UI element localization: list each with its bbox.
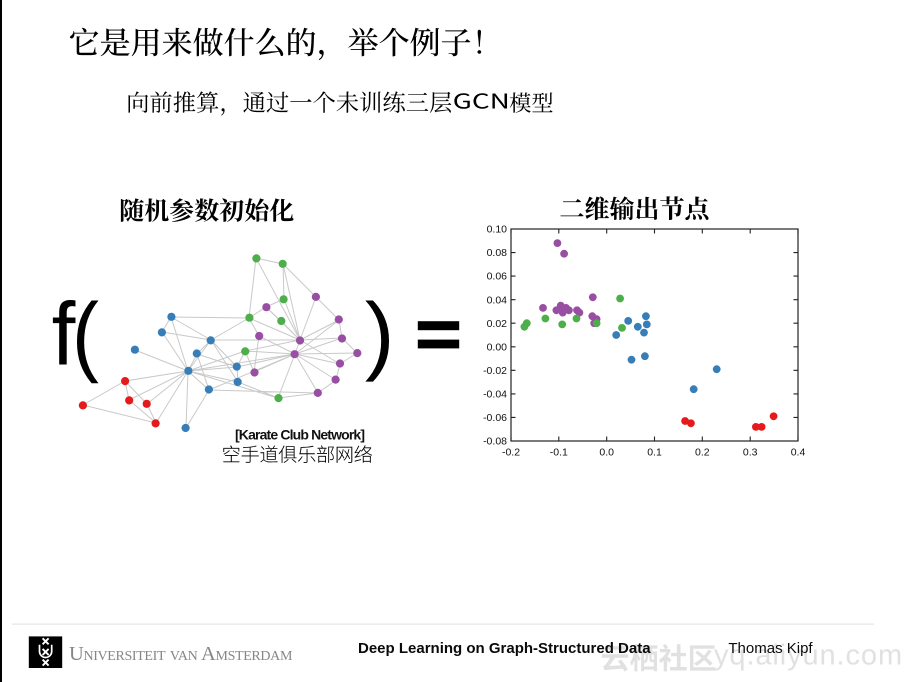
svg-text:-0.04: -0.04 (483, 389, 507, 401)
svg-text:0.02: 0.02 (487, 318, 508, 330)
svg-text:yq.aliyun.com: yq.aliyun.com (714, 640, 903, 672)
svg-text:0.08: 0.08 (487, 247, 508, 259)
svg-text:-0.08: -0.08 (483, 436, 507, 448)
svg-text:Thomas Kipf: Thomas Kipf (728, 640, 813, 657)
svg-text:0.4: 0.4 (791, 447, 806, 459)
svg-text:0.0: 0.0 (599, 447, 614, 459)
svg-text:-0.1: -0.1 (550, 447, 568, 459)
svg-text:0.00: 0.00 (487, 341, 508, 353)
svg-text:-0.02: -0.02 (483, 365, 507, 377)
svg-text:0.1: 0.1 (647, 447, 662, 459)
svg-text:0.06: 0.06 (487, 271, 508, 283)
svg-text:0.3: 0.3 (743, 447, 758, 459)
svg-text:Deep Learning on Graph-Structu: Deep Learning on Graph-Structured Data (358, 640, 651, 657)
svg-text:0.2: 0.2 (695, 447, 710, 459)
svg-text:-0.06: -0.06 (483, 412, 507, 424)
svg-text:Universiteit van Amsterdam: Universiteit van Amsterdam (69, 643, 293, 665)
svg-text:0.10: 0.10 (487, 224, 508, 236)
svg-text:0.04: 0.04 (487, 294, 508, 306)
svg-text:-0.2: -0.2 (502, 447, 520, 459)
svg-text:[Karate Club Network]: [Karate Club Network] (235, 426, 364, 442)
